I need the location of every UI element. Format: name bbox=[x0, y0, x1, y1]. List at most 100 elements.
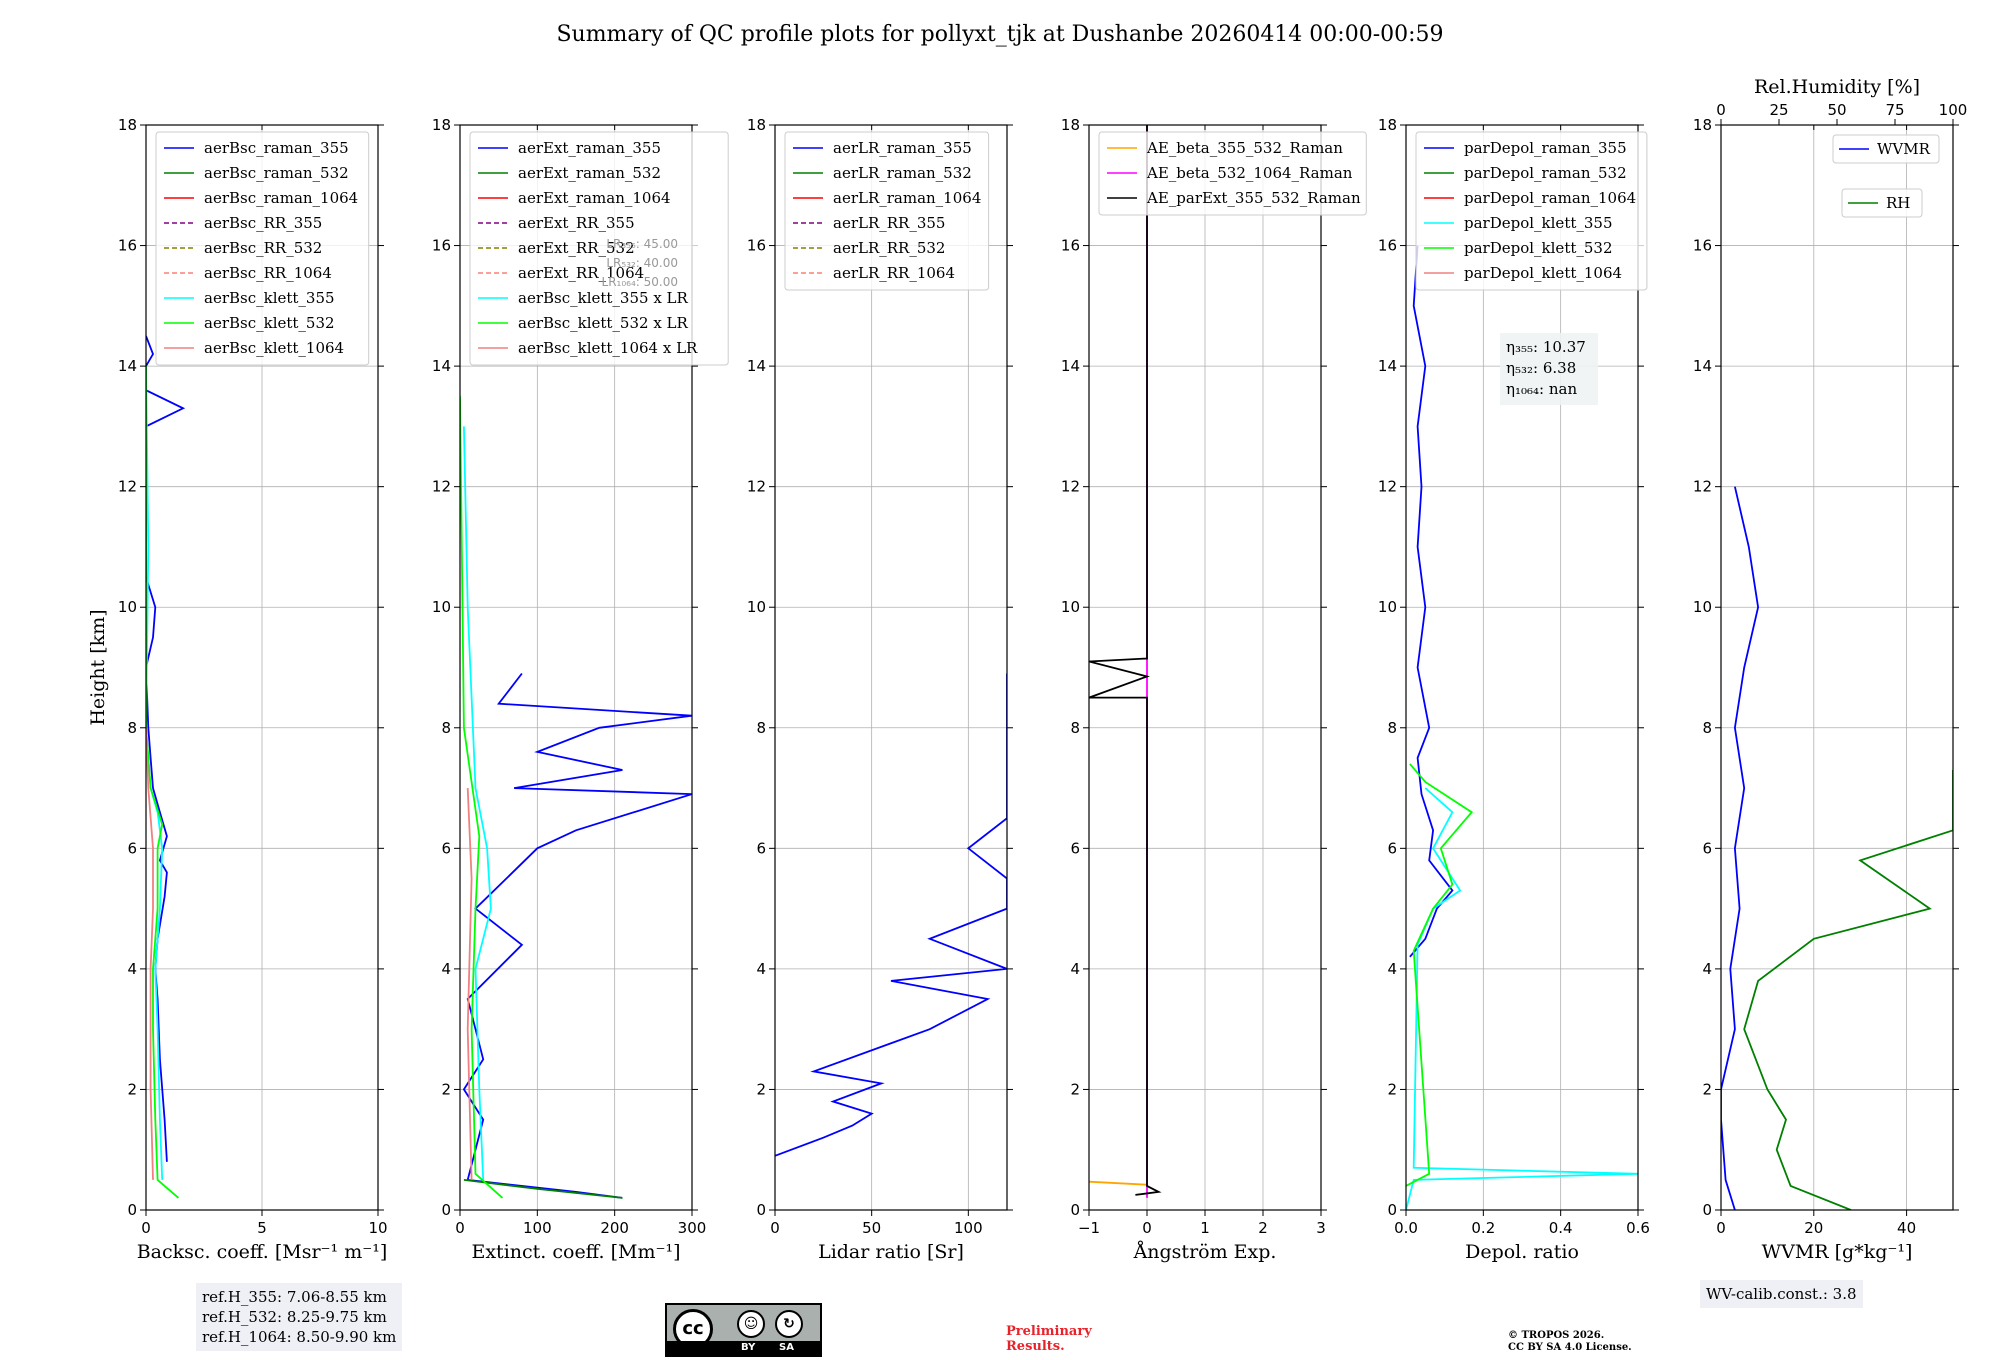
preliminary-line-1: Preliminary bbox=[1006, 1324, 1092, 1339]
top-x-tick-label: 75 bbox=[1885, 101, 1904, 119]
legend-label: aerLR_RR_355 bbox=[833, 214, 945, 232]
y-tick-label: 18 bbox=[118, 116, 137, 134]
y-tick-label: 12 bbox=[1693, 478, 1712, 496]
legend-box bbox=[469, 131, 729, 366]
y-tick-label: 12 bbox=[1061, 478, 1080, 496]
x-tick-label: 0 bbox=[770, 1219, 780, 1237]
x-axis-label: Ångström Exp. bbox=[1133, 1241, 1277, 1263]
y-tick-label: 12 bbox=[747, 478, 766, 496]
legend-label: parDepol_klett_355 bbox=[1464, 214, 1613, 232]
by-icon: ☺ bbox=[737, 1310, 765, 1338]
y-tick-label: 8 bbox=[1702, 719, 1712, 737]
legend-label: AE_beta_532_1064_Raman bbox=[1146, 164, 1353, 182]
reference-height-box: ref.H_355: 7.06-8.55 km ref.H_532: 8.25-… bbox=[196, 1283, 403, 1351]
legend-box bbox=[784, 131, 990, 291]
wv-calib-box: WV-calib.const.: 3.8 bbox=[1700, 1280, 1863, 1308]
y-tick-label: 6 bbox=[756, 839, 766, 857]
lidar-ratio-note: LR₁₀₆₄: 50.00 bbox=[602, 275, 678, 289]
panel-lr: 0 50 100 0 2 4 6 8 10 12 14 16 18 Lidar ratio [Sr] aer… bbox=[747, 116, 1013, 1263]
axes-frame bbox=[459, 124, 693, 1211]
y-tick-label: 16 bbox=[1061, 237, 1080, 255]
y-tick-label: 18 bbox=[1061, 116, 1080, 134]
y-tick-label: 18 bbox=[1693, 116, 1712, 134]
ref-height-355: ref.H_355: 7.06-8.55 km bbox=[202, 1288, 387, 1306]
legend-label: AE_beta_355_532_Raman bbox=[1146, 139, 1343, 157]
x-tick-label: 5 bbox=[257, 1219, 267, 1237]
y-tick-label: 2 bbox=[1702, 1080, 1712, 1098]
top-x-tick-label: 0 bbox=[1716, 101, 1726, 119]
top-x-tick-label: 50 bbox=[1827, 101, 1846, 119]
x-tick-label: 0.4 bbox=[1549, 1219, 1573, 1237]
legend-label: aerBsc_klett_532 bbox=[204, 314, 335, 332]
y-tick-label: 10 bbox=[432, 598, 451, 616]
y-tick-label: 10 bbox=[1378, 598, 1397, 616]
y-tick-label: 4 bbox=[1387, 960, 1397, 978]
legend-label: aerBsc_RR_1064 bbox=[204, 264, 332, 282]
y-tick-label: 14 bbox=[1061, 357, 1080, 375]
panel-depol: 0.0 0.2 0.4 0.6 0 2 4 6 8 10 12 14 16 18 Depol. ratio p… bbox=[1378, 116, 1650, 1263]
x-tick-label: 0.6 bbox=[1626, 1219, 1650, 1237]
y-tick-label: 4 bbox=[127, 960, 137, 978]
legend-label: aerBsc_RR_532 bbox=[204, 239, 322, 257]
lidar-ratio-note: LR₃₅₅: 45.00 bbox=[606, 237, 678, 251]
legend-label: aerLR_raman_355 bbox=[833, 139, 972, 157]
legend-label: aerBsc_klett_1064 bbox=[204, 339, 344, 357]
y-tick-label: 12 bbox=[432, 478, 451, 496]
legend-label: aerLR_raman_532 bbox=[833, 164, 972, 182]
legend-label: aerExt_RR_532 bbox=[518, 239, 635, 257]
series-aerBsc_klett_355 x LR bbox=[463, 426, 492, 1180]
legend-label: aerBsc_klett_355 bbox=[204, 289, 335, 307]
series-aerExt_raman_532 bbox=[463, 1179, 623, 1199]
legend-label: aerLR_RR_532 bbox=[833, 239, 945, 257]
x-tick-label: 50 bbox=[862, 1219, 881, 1237]
copyright-line-1: © TROPOS 2026. bbox=[1508, 1330, 1605, 1341]
legend-box bbox=[155, 131, 370, 366]
series-aerLR_raman_355 bbox=[775, 673, 1007, 1157]
legend-label: parDepol_klett_532 bbox=[1464, 239, 1613, 257]
legend-box bbox=[1098, 131, 1367, 216]
preliminary-note: Preliminary Results. bbox=[1006, 1324, 1092, 1354]
legend-label: aerBsc_RR_355 bbox=[204, 214, 322, 232]
y-tick-label: 8 bbox=[1387, 719, 1397, 737]
y-tick-label: 16 bbox=[432, 237, 451, 255]
y-tick-label: 16 bbox=[1378, 237, 1397, 255]
sa-icon: ↻ bbox=[775, 1310, 803, 1338]
panel-wv: 0 20 40 0 2 4 6 8 10 12 14 16 18 WVMR [g*kg⁻¹] 0 25 50 75… bbox=[1693, 76, 1967, 1263]
figure-title: Summary of QC profile plots for pollyxt_… bbox=[556, 22, 1444, 47]
legend-label: aerBsc_raman_1064 bbox=[204, 189, 358, 207]
series-aerBsc_klett_532 x LR bbox=[460, 396, 504, 1199]
y-tick-label: 10 bbox=[1693, 598, 1712, 616]
y-tick-label: 2 bbox=[127, 1080, 137, 1098]
series-parDepol_klett_532 bbox=[1406, 763, 1474, 1187]
x-tick-label: 0 bbox=[141, 1219, 151, 1237]
legend-label: parDepol_raman_532 bbox=[1464, 164, 1627, 182]
x-axis-label: Extinct. coeff. [Mm⁻¹] bbox=[471, 1241, 680, 1263]
series-aerBsc_raman_355 bbox=[146, 335, 186, 1162]
y-tick-label: 2 bbox=[1387, 1080, 1397, 1098]
copyright-line-2: CC BY SA 4.0 License. bbox=[1508, 1342, 1632, 1353]
y-tick-label: 4 bbox=[1070, 960, 1080, 978]
legend-label: parDepol_raman_1064 bbox=[1464, 189, 1636, 207]
eta-value: η₅₃₂: 6.38 bbox=[1506, 359, 1576, 377]
series-parDepol_klett_355 bbox=[1406, 787, 1638, 1210]
y-tick-label: 6 bbox=[441, 839, 451, 857]
x-tick-label: 0.2 bbox=[1471, 1219, 1495, 1237]
by-label: BY bbox=[741, 1342, 756, 1353]
y-tick-label: 0 bbox=[1702, 1201, 1712, 1219]
x-tick-label: 3 bbox=[1316, 1219, 1326, 1237]
x-tick-label: −1 bbox=[1078, 1219, 1100, 1237]
legend-box bbox=[1415, 131, 1648, 291]
y-tick-label: 8 bbox=[127, 719, 137, 737]
series-RH bbox=[1743, 770, 1953, 1210]
legend-label: aerExt_raman_532 bbox=[518, 164, 661, 182]
eta-value: η₁₀₆₄: nan bbox=[1506, 380, 1577, 398]
y-tick-label: 10 bbox=[747, 598, 766, 616]
y-tick-label: 4 bbox=[756, 960, 766, 978]
x-tick-label: 0 bbox=[1142, 1219, 1152, 1237]
series-aerExt_raman_355 bbox=[462, 672, 692, 1199]
legend-label: WVMR bbox=[1877, 140, 1931, 158]
y-tick-label: 18 bbox=[1378, 116, 1397, 134]
legend-label: parDepol_klett_1064 bbox=[1464, 264, 1622, 282]
